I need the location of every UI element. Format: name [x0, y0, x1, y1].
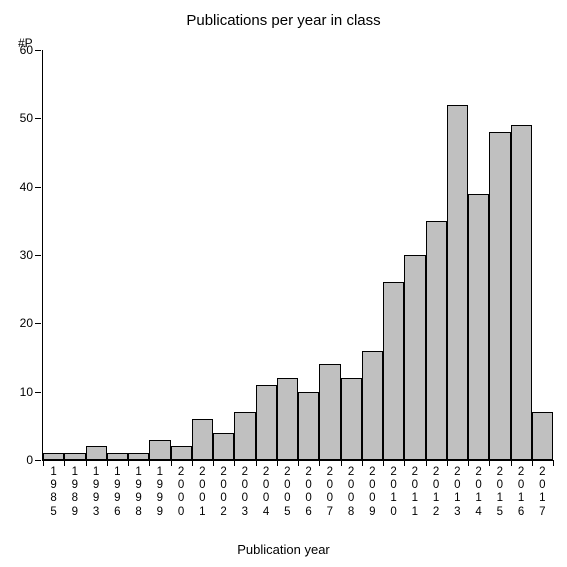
- y-tick-label: 10: [20, 385, 33, 399]
- x-tick: [553, 460, 554, 466]
- x-tick: [107, 460, 108, 466]
- y-tick-label: 40: [20, 180, 33, 194]
- plot-area: 01020304050601 9 8 51 9 8 91 9 9 31 9 9 …: [42, 50, 553, 461]
- y-tick: [35, 460, 41, 461]
- x-tick: [43, 460, 44, 466]
- bar: [489, 132, 510, 460]
- bar: [43, 453, 64, 460]
- x-tick: [532, 460, 533, 466]
- bar: [341, 378, 362, 460]
- bar: [277, 378, 298, 460]
- bar: [426, 221, 447, 460]
- x-tick: [319, 460, 320, 466]
- y-tick: [35, 323, 41, 324]
- x-tick: [213, 460, 214, 466]
- bar: [447, 105, 468, 460]
- y-tick-label: 30: [20, 248, 33, 262]
- x-tick-label: 2 0 0 8: [345, 466, 357, 519]
- x-tick-label: 2 0 0 6: [303, 466, 315, 519]
- x-tick-label: 1 9 9 9: [154, 466, 166, 519]
- x-tick: [489, 460, 490, 466]
- x-tick-label: 2 0 0 7: [324, 466, 336, 519]
- x-tick: [362, 460, 363, 466]
- x-tick: [383, 460, 384, 466]
- x-tick: [128, 460, 129, 466]
- x-tick-label: 1 9 8 9: [69, 466, 81, 519]
- x-tick-label: 2 0 0 3: [239, 466, 251, 519]
- bar: [511, 125, 532, 460]
- bar: [213, 433, 234, 460]
- x-tick-label: 2 0 1 6: [515, 466, 527, 519]
- y-tick-label: 60: [20, 43, 33, 57]
- bar: [383, 282, 404, 460]
- bar: [468, 194, 489, 461]
- y-tick: [35, 187, 41, 188]
- bar: [86, 446, 107, 460]
- x-tick-label: 1 9 9 3: [90, 466, 102, 519]
- bar: [404, 255, 425, 460]
- x-tick-label: 1 9 8 5: [48, 466, 60, 519]
- x-tick-label: 1 9 9 6: [111, 466, 123, 519]
- x-tick: [468, 460, 469, 466]
- x-tick-label: 2 0 1 4: [473, 466, 485, 519]
- y-tick: [35, 392, 41, 393]
- x-tick-label: 2 0 1 5: [494, 466, 506, 519]
- x-tick: [341, 460, 342, 466]
- x-tick: [234, 460, 235, 466]
- x-tick-label: 2 0 1 1: [409, 466, 421, 519]
- x-tick: [447, 460, 448, 466]
- x-tick: [511, 460, 512, 466]
- y-tick-label: 20: [20, 316, 33, 330]
- bar: [64, 453, 85, 460]
- chart-container: Publications per year in class #P 010203…: [0, 0, 567, 567]
- x-tick: [171, 460, 172, 466]
- x-tick: [64, 460, 65, 466]
- x-tick: [298, 460, 299, 466]
- x-tick: [277, 460, 278, 466]
- x-tick: [192, 460, 193, 466]
- x-tick-label: 2 0 0 4: [260, 466, 272, 519]
- x-tick: [86, 460, 87, 466]
- bar: [171, 446, 192, 460]
- bar: [362, 351, 383, 460]
- x-tick-label: 2 0 0 5: [281, 466, 293, 519]
- x-tick: [149, 460, 150, 466]
- bar: [234, 412, 255, 460]
- x-tick: [426, 460, 427, 466]
- x-tick-label: 1 9 9 8: [133, 466, 145, 519]
- bar: [532, 412, 553, 460]
- bar: [192, 419, 213, 460]
- chart-title: Publications per year in class: [0, 12, 567, 29]
- bar: [128, 453, 149, 460]
- x-tick-label: 2 0 0 1: [196, 466, 208, 519]
- x-tick: [256, 460, 257, 466]
- x-tick-label: 2 0 0 9: [366, 466, 378, 519]
- y-tick: [35, 118, 41, 119]
- bar: [256, 385, 277, 460]
- x-axis-label: Publication year: [0, 542, 567, 557]
- x-tick-label: 2 0 1 0: [388, 466, 400, 519]
- y-tick: [35, 255, 41, 256]
- bar: [298, 392, 319, 460]
- bar: [319, 364, 340, 460]
- y-tick-label: 0: [26, 453, 33, 467]
- x-tick-label: 2 0 0 2: [218, 466, 230, 519]
- bar: [107, 453, 128, 460]
- x-tick-label: 2 0 1 3: [451, 466, 463, 519]
- bars-layer: [43, 50, 553, 460]
- x-tick-label: 2 0 1 7: [536, 466, 548, 519]
- y-tick-label: 50: [20, 111, 33, 125]
- bar: [149, 440, 170, 461]
- x-tick: [404, 460, 405, 466]
- y-tick: [35, 50, 41, 51]
- x-tick-label: 2 0 0 0: [175, 466, 187, 519]
- x-tick-label: 2 0 1 2: [430, 466, 442, 519]
